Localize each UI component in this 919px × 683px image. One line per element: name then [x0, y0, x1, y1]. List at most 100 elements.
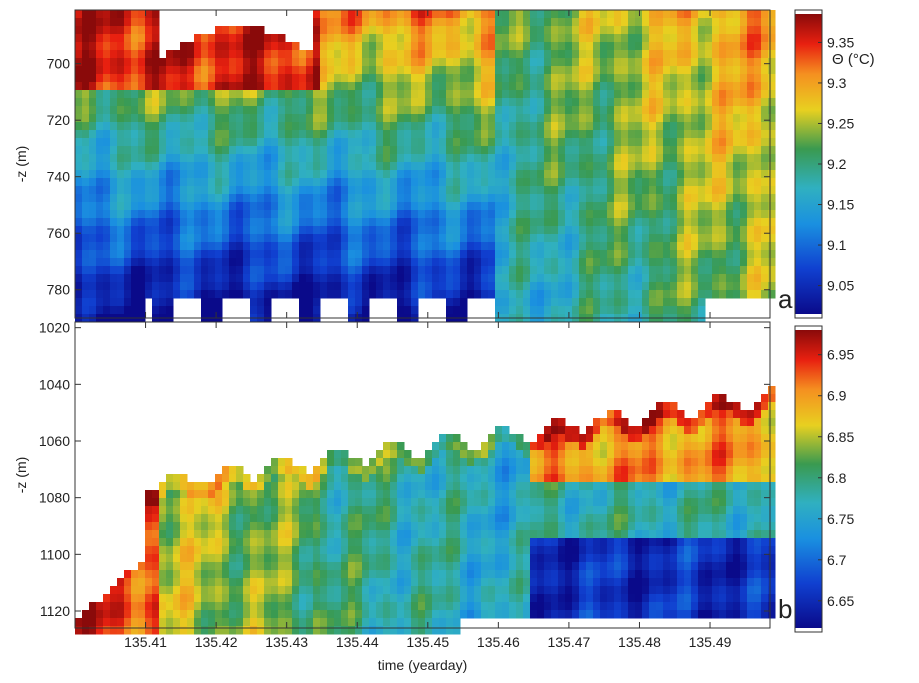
heatmap-cell: [187, 594, 195, 603]
heatmap-cell: [236, 98, 244, 107]
heatmap-cell: [348, 50, 356, 59]
heatmap-cell: [558, 266, 566, 275]
heatmap-cell: [271, 170, 279, 179]
heatmap-cell: [523, 26, 531, 35]
heatmap-cell: [215, 170, 223, 179]
heatmap-cell: [614, 42, 622, 51]
heatmap-cell: [285, 74, 293, 83]
heatmap-cell: [313, 82, 321, 91]
heatmap-cell: [502, 514, 510, 523]
heatmap-cell: [495, 210, 503, 219]
heatmap-cell: [551, 274, 559, 283]
heatmap-cell: [159, 202, 167, 211]
heatmap-cell: [474, 226, 482, 235]
heatmap-cell: [719, 138, 727, 147]
heatmap-cell: [411, 290, 419, 299]
heatmap-cell: [614, 210, 622, 219]
heatmap-cell: [453, 522, 461, 531]
heatmap-cell: [131, 66, 139, 75]
heatmap-cell: [390, 234, 398, 243]
heatmap-cell: [572, 18, 580, 27]
heatmap-cell: [285, 90, 293, 99]
heatmap-cell: [460, 130, 468, 139]
heatmap-cell: [446, 26, 454, 35]
heatmap-cell: [698, 66, 706, 75]
heatmap-cell: [600, 114, 608, 123]
heatmap-cell: [705, 290, 713, 299]
heatmap-cell: [159, 506, 167, 515]
heatmap-cell: [159, 106, 167, 115]
heatmap-cell: [383, 234, 391, 243]
heatmap-cell: [362, 98, 370, 107]
heatmap-cell: [110, 586, 118, 595]
heatmap-cell: [572, 194, 580, 203]
heatmap-cell: [152, 258, 160, 267]
heatmap-cell: [348, 210, 356, 219]
heatmap-cell: [670, 10, 678, 19]
heatmap-cell: [579, 210, 587, 219]
heatmap-cell: [537, 10, 545, 19]
heatmap-cell: [467, 146, 475, 155]
heatmap-cell: [586, 82, 594, 91]
heatmap-cell: [145, 266, 153, 275]
heatmap-cell: [425, 450, 433, 459]
heatmap-cell: [747, 74, 755, 83]
heatmap-cell: [544, 130, 552, 139]
heatmap-cell: [642, 194, 650, 203]
heatmap-cell: [558, 218, 566, 227]
heatmap-cell: [306, 506, 314, 515]
heatmap-cell: [194, 514, 202, 523]
heatmap-cell: [348, 146, 356, 155]
heatmap-cell: [152, 530, 160, 539]
heatmap-cell: [348, 290, 356, 299]
heatmap-cell: [558, 202, 566, 211]
heatmap-cell: [299, 242, 307, 251]
heatmap-cell: [285, 234, 293, 243]
heatmap-cell: [96, 274, 104, 283]
heatmap-cell: [684, 26, 692, 35]
heatmap-cell: [495, 506, 503, 515]
heatmap-cell: [467, 538, 475, 547]
heatmap-cell: [250, 178, 258, 187]
heatmap-cell: [691, 194, 699, 203]
heatmap-cell: [110, 242, 118, 251]
heatmap-cell: [439, 50, 447, 59]
heatmap-cell: [719, 202, 727, 211]
heatmap-cell: [103, 602, 111, 611]
heatmap-cell: [299, 282, 307, 291]
heatmap-cell: [425, 618, 433, 627]
heatmap-cell: [166, 98, 174, 107]
colorbar-label: Θ (°C): [832, 51, 875, 68]
heatmap-cell: [215, 258, 223, 267]
heatmap-cell: [404, 306, 412, 315]
heatmap-cell: [397, 154, 405, 163]
heatmap-cell: [551, 154, 559, 163]
heatmap-cell: [348, 618, 356, 627]
heatmap-cell: [320, 106, 328, 115]
heatmap-cell: [117, 170, 125, 179]
heatmap-cell: [593, 26, 601, 35]
heatmap-cell: [565, 138, 573, 147]
heatmap-cell: [257, 258, 265, 267]
heatmap-cell: [726, 178, 734, 187]
heatmap-cell: [432, 146, 440, 155]
heatmap-cell: [110, 154, 118, 163]
heatmap-cell: [516, 234, 524, 243]
heatmap-cell: [362, 578, 370, 587]
heatmap-cell: [663, 50, 671, 59]
heatmap-cell: [600, 250, 608, 259]
heatmap-cell: [348, 474, 356, 483]
heatmap-cell: [320, 594, 328, 603]
heatmap-cell: [299, 218, 307, 227]
heatmap-cell: [649, 194, 657, 203]
heatmap-cell: [397, 618, 405, 627]
heatmap-cell: [362, 170, 370, 179]
heatmap-cell: [180, 514, 188, 523]
heatmap-cell: [383, 130, 391, 139]
heatmap-cell: [145, 258, 153, 267]
heatmap-cell: [747, 138, 755, 147]
heatmap-cell: [565, 178, 573, 187]
heatmap-cell: [75, 242, 83, 251]
heatmap-cell: [264, 50, 272, 59]
heatmap-cell: [110, 226, 118, 235]
